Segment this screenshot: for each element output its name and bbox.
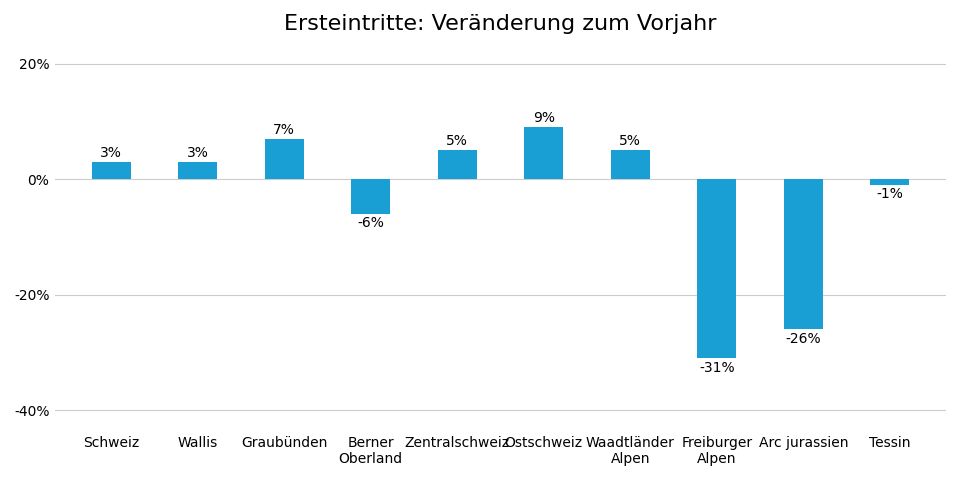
Bar [697, 180, 736, 358]
Text: 5%: 5% [619, 134, 641, 148]
Text: 7%: 7% [274, 122, 295, 137]
Text: -31%: -31% [699, 360, 734, 374]
Bar [524, 127, 564, 180]
Title: Ersteintritte: Veränderung zum Vorjahr: Ersteintritte: Veränderung zum Vorjahr [284, 14, 717, 34]
Text: 3%: 3% [187, 146, 208, 160]
Bar [92, 162, 131, 180]
Bar [265, 139, 303, 180]
Text: 3%: 3% [100, 146, 122, 160]
Bar [351, 180, 390, 214]
Bar [611, 150, 650, 180]
Text: 5%: 5% [446, 134, 468, 148]
Text: -26%: -26% [785, 332, 821, 346]
Text: -1%: -1% [876, 187, 903, 202]
Bar [179, 162, 217, 180]
Text: -6%: -6% [357, 216, 384, 230]
Bar [784, 180, 823, 329]
Bar [871, 180, 909, 185]
Bar [438, 150, 477, 180]
Text: 9%: 9% [533, 111, 555, 125]
